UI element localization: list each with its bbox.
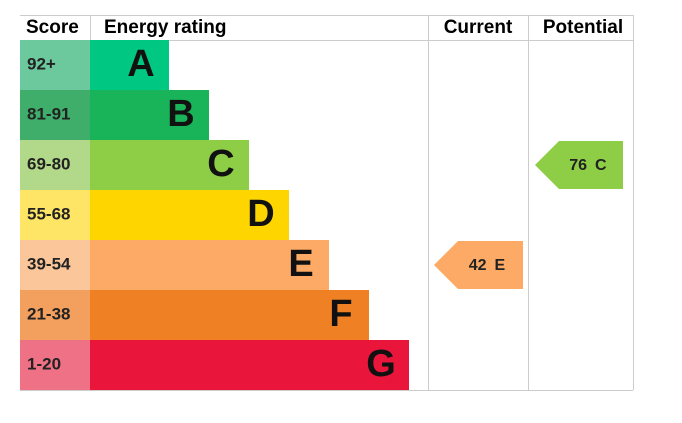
score-label: 1-20 [27,354,61,373]
header-potential: Potential [543,17,623,38]
rating-bar [90,240,329,290]
current-letter: E [495,257,506,274]
rating-letter: F [329,293,352,335]
score-label: 69-80 [27,154,70,173]
score-label: 81-91 [27,104,70,123]
rating-bar [90,140,249,190]
current-value: 42 [469,257,487,274]
score-label: 39-54 [27,254,71,273]
rating-letter: B [167,93,194,135]
rating-letter: E [288,243,313,285]
score-label: 55-68 [27,204,70,223]
score-label: 21-38 [27,304,70,323]
rating-bar [90,90,209,140]
rating-bar [90,190,289,240]
potential-arrow [535,141,623,189]
score-cell [20,140,90,190]
rating-letter: C [207,143,234,185]
current-arrow [434,241,523,289]
score-cell [20,340,90,390]
rating-letter: A [127,43,154,85]
score-cell [20,90,90,140]
rating-bar [90,290,369,340]
potential-letter: C [595,157,607,174]
score-cell [20,40,90,90]
rating-letter: G [366,343,396,385]
rating-bar [90,340,409,390]
header-rating: Energy rating [104,17,226,38]
potential-value: 76 [569,157,587,174]
rating-letter: D [247,193,274,235]
rating-bar [90,40,169,90]
score-cell [20,240,90,290]
header-score: Score [26,17,79,38]
header-current: Current [444,17,513,38]
score-cell [20,190,90,240]
score-label: 92+ [27,54,56,73]
score-cell [20,290,90,340]
